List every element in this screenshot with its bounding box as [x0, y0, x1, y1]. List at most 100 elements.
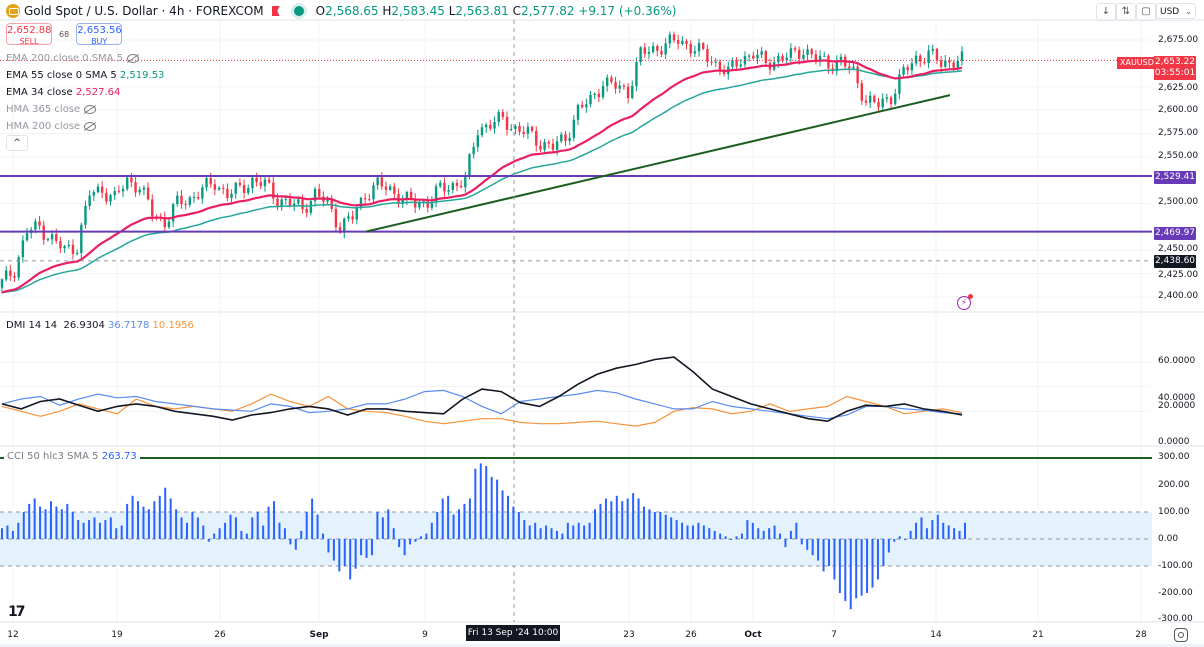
cci-bar	[387, 509, 390, 539]
cci-bar	[360, 539, 363, 556]
hidden-eye-icon[interactable]	[84, 121, 97, 131]
candle-body	[647, 51, 651, 54]
candle-body	[163, 217, 166, 228]
time-tick: 12	[7, 630, 19, 640]
indicator-hma365[interactable]: HMA 365 close	[6, 104, 97, 115]
indicator-ema34[interactable]: EMA 34 close 2,527.64	[6, 87, 121, 98]
crosshair-price-label: 2,438.60	[1154, 255, 1196, 268]
candle-body	[196, 197, 200, 199]
candle-body	[192, 197, 196, 199]
candle-body	[656, 46, 659, 51]
candle-body	[209, 178, 212, 185]
cci-tick: 300.00	[1158, 452, 1190, 462]
candle-body	[564, 134, 567, 141]
price-tick: 2,425.00	[1158, 270, 1199, 280]
cci-bar	[844, 539, 847, 602]
candle-body	[92, 192, 96, 196]
candle-body	[718, 61, 722, 71]
settings-icon[interactable]	[1174, 628, 1188, 642]
cci-bar	[512, 506, 515, 539]
candle-body	[739, 64, 742, 67]
candle-body	[318, 188, 321, 197]
candle-body	[234, 182, 237, 194]
candle-body	[176, 195, 179, 205]
candle-body	[505, 116, 509, 130]
price-tick: 2,625.00	[1158, 83, 1199, 93]
candle-body	[651, 46, 655, 52]
indicator-ema55[interactable]: EMA 55 close 0 SMA 5 2,519.53	[6, 70, 165, 81]
candle-body	[80, 224, 83, 253]
candle-body	[898, 74, 901, 94]
currency-select[interactable]: USD ⌄	[1156, 3, 1196, 19]
cci-bar	[860, 539, 863, 596]
indicator-hma200[interactable]: HMA 200 close	[6, 121, 97, 132]
indicator-ema200[interactable]: EMA 200 close 0 SMA 5	[6, 53, 140, 64]
candle-body	[618, 85, 621, 89]
candle-body	[63, 246, 66, 249]
cci-bar	[555, 530, 558, 539]
candle-body	[706, 49, 709, 62]
candle-body	[722, 70, 726, 75]
candle-body	[714, 61, 717, 63]
hidden-eye-icon[interactable]	[127, 53, 140, 63]
cci-bar	[278, 522, 281, 539]
dmi-tick: 20.0000	[1158, 401, 1196, 411]
cci-legend[interactable]: CCI 50 hlc3 SMA 5 263.73	[4, 451, 140, 462]
cci-bar	[234, 517, 237, 539]
compress-icon[interactable]: ⇅	[1116, 3, 1136, 21]
cci-bar	[430, 522, 433, 539]
candle-body	[693, 51, 697, 54]
symbol-title[interactable]: Gold Spot / U.S. Dollar · 4h · FOREXCOM	[24, 4, 264, 18]
cci-bar	[675, 520, 678, 539]
cci-bar	[735, 536, 738, 539]
gold-logo-icon	[6, 4, 20, 18]
candle-body	[676, 40, 680, 44]
cci-tick: -200.00	[1158, 588, 1193, 598]
dmi-legend[interactable]: DMI 14 14 26.9304 36.7178 10.1956	[6, 320, 194, 331]
cci-bar	[485, 466, 488, 539]
fullscreen-icon[interactable]: ▢	[1136, 3, 1156, 21]
cci-bar	[283, 528, 286, 539]
ema34-line	[1, 59, 963, 294]
candle-body	[13, 275, 16, 278]
cci-bar	[240, 530, 243, 539]
candle-body	[238, 182, 242, 185]
candle-body	[522, 131, 525, 134]
tradingview-logo-icon[interactable]: 17	[8, 604, 26, 620]
cci-bar	[452, 514, 455, 539]
scroll-down-icon[interactable]: ↓	[1096, 3, 1116, 21]
cci-bar	[915, 522, 918, 539]
candle-body	[610, 77, 613, 83]
candle-body	[848, 66, 851, 69]
candle-body	[55, 234, 58, 241]
cci-bar	[882, 539, 885, 566]
cci-bar	[202, 525, 205, 539]
cci-bar	[414, 539, 417, 542]
buy-button[interactable]: 2,653.56 BUY	[76, 23, 123, 46]
candle-body	[167, 221, 171, 228]
cci-bar	[370, 539, 373, 556]
cci-bar	[142, 506, 145, 539]
candle-body	[71, 244, 75, 254]
cci-bar	[82, 522, 85, 539]
candle-body	[885, 97, 889, 99]
cci-bar	[724, 536, 727, 539]
cci-bar	[354, 539, 357, 569]
cci-bar	[403, 539, 406, 556]
collapse-legend-button[interactable]: ^	[6, 135, 28, 151]
candle-body	[355, 208, 358, 220]
cci-bar	[561, 533, 564, 539]
candle-body	[242, 184, 246, 193]
alert-bolt-icon[interactable]: ⚡	[957, 294, 973, 310]
candle-body	[889, 97, 893, 104]
flag-icon[interactable]	[271, 6, 280, 16]
cci-bar	[746, 520, 749, 539]
candle-body	[689, 44, 692, 54]
candle-body	[877, 102, 880, 108]
candle-body	[205, 178, 208, 188]
hidden-eye-icon[interactable]	[84, 104, 97, 114]
sell-button[interactable]: 2,652.88 SELL	[6, 23, 52, 46]
candle-body	[660, 50, 663, 55]
candle-body	[418, 202, 421, 208]
